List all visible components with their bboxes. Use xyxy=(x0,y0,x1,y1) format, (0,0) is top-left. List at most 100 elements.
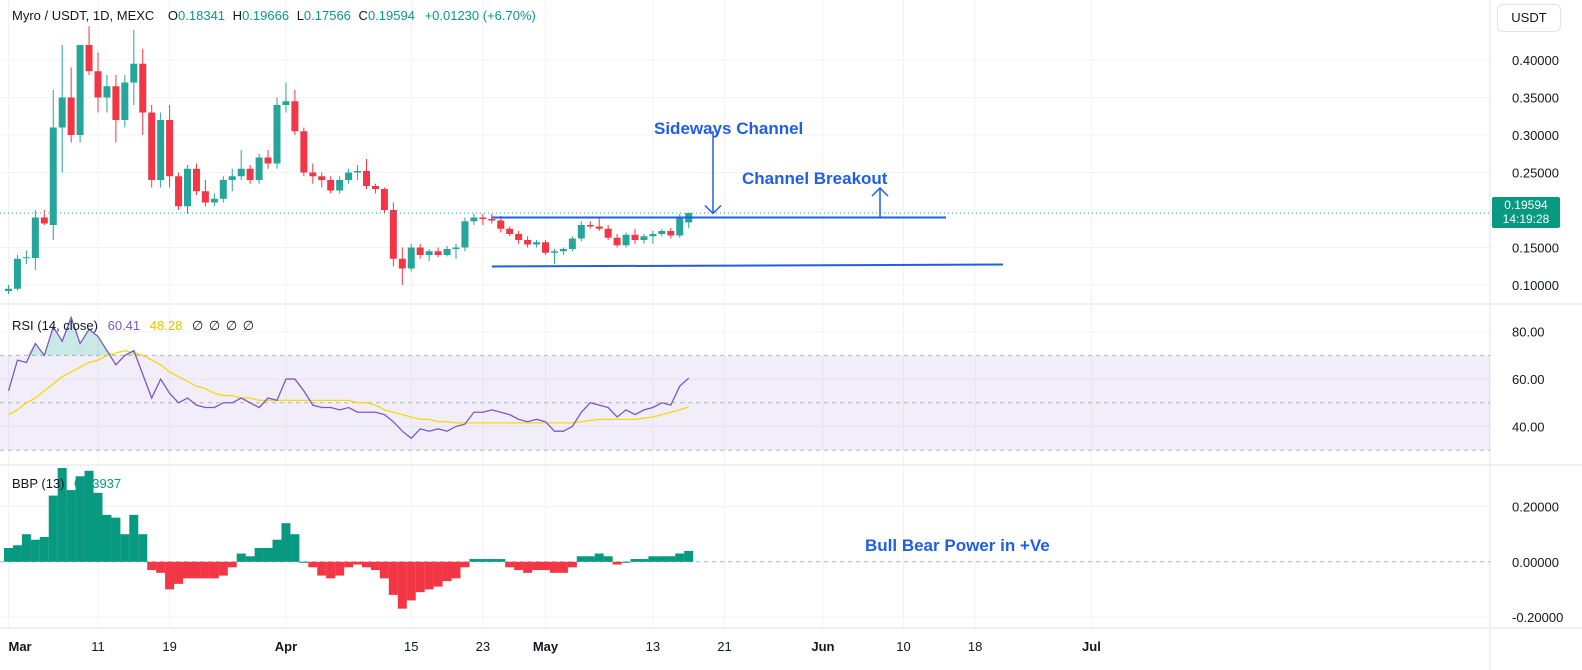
price-axis-label: 0.30000 xyxy=(1512,128,1559,143)
annotation-bull-bear-power[interactable]: Bull Bear Power in +Ve xyxy=(865,536,1050,555)
bbp-bar xyxy=(75,476,85,562)
bbp-bar xyxy=(478,559,488,562)
bbp-bar xyxy=(567,561,577,568)
time-axis-label: 10 xyxy=(896,639,910,654)
candle-body xyxy=(470,217,478,222)
symbol-title[interactable]: Myro / USDT, 1D, MEXC xyxy=(12,8,155,23)
price-axis-label: 0.40000 xyxy=(1512,53,1559,68)
bbp-bar xyxy=(379,561,389,579)
candle-body xyxy=(586,225,594,227)
candle-body xyxy=(622,234,630,246)
change-value: +0.01230 (+6.70%) xyxy=(424,8,536,23)
bbp-bar xyxy=(523,561,533,573)
time-axis-label: 23 xyxy=(476,639,490,654)
candle-body xyxy=(550,251,558,253)
candle-body xyxy=(479,217,487,219)
candle-body xyxy=(157,120,165,180)
bbp-bar xyxy=(57,468,67,562)
bbp-bar xyxy=(218,561,228,576)
bbp-bar xyxy=(21,534,31,562)
bbp-bar xyxy=(684,550,694,562)
bbp-bar xyxy=(469,559,479,562)
candle-body xyxy=(58,97,66,128)
bbp-bar xyxy=(666,556,676,562)
candle-body xyxy=(67,97,75,135)
bbp-legend[interactable]: BBP (13) 0.03937 xyxy=(12,476,121,491)
candle-body xyxy=(148,112,156,180)
bbp-bar xyxy=(558,561,568,573)
time-axis-label: Apr xyxy=(275,639,297,654)
candle-body xyxy=(613,237,621,246)
candle-body xyxy=(461,221,469,248)
candle-body xyxy=(85,45,93,72)
bbp-bar xyxy=(594,553,604,562)
candle-body xyxy=(94,71,102,98)
annotation-channel-breakout[interactable]: Channel Breakout xyxy=(742,169,888,188)
candle-body xyxy=(380,189,388,210)
bbp-bar xyxy=(191,561,201,579)
currency-button[interactable]: USDT xyxy=(1497,4,1561,32)
bbp-bar xyxy=(299,561,309,563)
candle-body xyxy=(667,231,675,236)
bbp-bar xyxy=(335,561,345,576)
candle-body xyxy=(515,234,523,240)
candle-body xyxy=(336,180,344,191)
candle-body xyxy=(184,168,191,207)
rsi-line xyxy=(7,315,690,440)
bbp-bar xyxy=(209,561,219,579)
price-axis-label: 0.25000 xyxy=(1512,166,1559,181)
bbp-bar xyxy=(48,495,58,562)
candle-body xyxy=(398,258,406,269)
bbp-bar xyxy=(308,561,318,568)
bbp-bar xyxy=(442,561,452,582)
candle-body xyxy=(291,101,299,132)
bbp-bar xyxy=(183,561,192,579)
bbp-bar xyxy=(460,561,470,568)
bbp-bar xyxy=(648,556,658,562)
bbp-bar xyxy=(147,561,157,571)
candle-body xyxy=(524,240,532,245)
bbp-bar xyxy=(370,561,380,571)
bbp-bar xyxy=(326,561,336,579)
candle-body xyxy=(559,249,567,252)
candle-body xyxy=(309,172,317,177)
candle-body xyxy=(237,168,245,177)
candle-body xyxy=(676,217,684,236)
rsi-legend[interactable]: RSI (14, close) 60.41 48.28 ∅ ∅ ∅ ∅ xyxy=(12,318,255,334)
candle-body xyxy=(658,231,666,234)
bbp-bar xyxy=(621,561,631,563)
bbp-bar xyxy=(344,561,354,568)
bbp-bar xyxy=(496,559,506,562)
candle-body xyxy=(255,157,263,180)
candle-body xyxy=(103,86,111,98)
candle-body xyxy=(112,86,120,120)
bbp-bar xyxy=(165,561,175,590)
candle-body xyxy=(264,157,272,164)
rsi-ma-value: 48.28 xyxy=(149,318,183,333)
bbp-bar xyxy=(487,559,497,562)
bbp-bar xyxy=(549,561,559,573)
candle-body xyxy=(192,168,200,192)
candle-body xyxy=(166,120,174,177)
bbp-title: BBP (13) xyxy=(12,476,65,491)
bbp-bar xyxy=(156,561,166,573)
candle-body xyxy=(13,258,21,289)
bbp-bar xyxy=(576,556,586,562)
candle-body xyxy=(228,176,236,180)
bbp-bar xyxy=(585,556,595,562)
candle-body xyxy=(76,45,84,135)
candle-body xyxy=(5,288,12,291)
close-value: 0.19594 xyxy=(367,8,415,23)
bbp-bar xyxy=(263,548,273,562)
candle-body xyxy=(363,171,370,186)
rsi-axis-label: 40.00 xyxy=(1512,419,1545,434)
candle-body xyxy=(327,180,335,191)
annotation-sideways-channel[interactable]: Sideways Channel xyxy=(654,119,804,138)
symbol-legend: Myro / USDT, 1D, MEXC O0.18341 H0.19666 … xyxy=(12,8,536,23)
candle-body xyxy=(246,168,254,180)
bbp-bar xyxy=(236,553,246,562)
candle-body xyxy=(345,172,353,180)
candle-body xyxy=(139,63,147,113)
candle-body xyxy=(595,226,603,229)
